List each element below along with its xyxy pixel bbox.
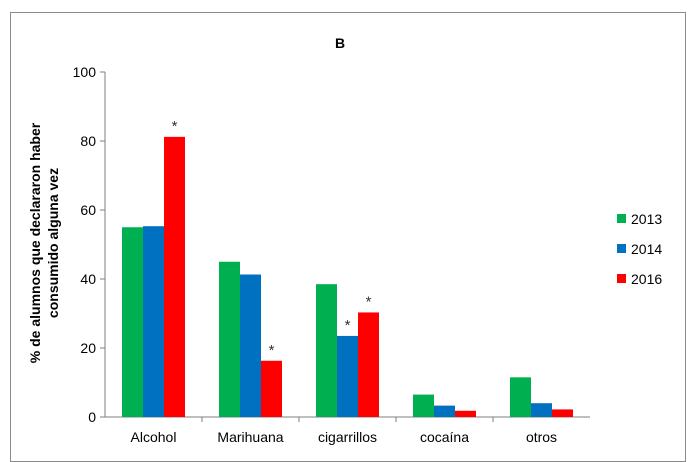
y-tick-label: 80	[80, 133, 96, 149]
axes: 0 20 40 60 80 100	[73, 64, 590, 425]
y-tick-label: 40	[80, 271, 96, 287]
bar-2016-2	[358, 312, 379, 417]
bar-2016-3	[455, 410, 476, 417]
bar-2014-3	[434, 405, 455, 417]
significance-marker: *	[366, 293, 372, 310]
y-tick-label: 0	[88, 409, 96, 425]
y-axis-label-line-1: % de alumnos que declararon haber	[27, 122, 43, 363]
bars: * Alcohol * Marihuana * * cigarrillos cocaína ot…	[122, 118, 573, 445]
y-tick-label: 100	[73, 64, 97, 80]
x-category-label: cocaína	[420, 429, 469, 445]
significance-marker: *	[269, 342, 275, 359]
legend-swatch-2016	[617, 274, 626, 283]
x-category-label: otros	[526, 429, 557, 445]
bar-chart: B % de alumnos que declararon haber cons…	[27, 35, 662, 445]
significance-marker: *	[172, 118, 178, 135]
bar-2013-2	[316, 284, 337, 417]
bar-2014-2	[337, 335, 358, 417]
bar-2016-0	[164, 136, 185, 418]
bar-2014-4	[531, 403, 552, 417]
legend-label-2014: 2014	[631, 241, 662, 257]
bar-2013-4	[510, 377, 531, 417]
bar-2016-1	[261, 360, 282, 417]
bar-2013-1	[219, 261, 240, 417]
legend-label-2013: 2013	[631, 211, 662, 227]
x-category-label: Alcohol	[131, 429, 177, 445]
bar-2016-4	[552, 409, 573, 417]
bar-2014-0	[143, 226, 164, 417]
legend-swatch-2013	[617, 214, 626, 223]
x-category-label: cigarrillos	[318, 429, 377, 445]
y-axis-label-line-2: consumido alguna vez	[45, 168, 61, 318]
legend: 2013 2014 2016	[617, 211, 662, 287]
y-tick-label: 60	[80, 202, 96, 218]
bar-2013-0	[122, 227, 143, 417]
legend-label-2016: 2016	[631, 271, 662, 287]
y-tick-label: 20	[80, 340, 96, 356]
bar-2013-3	[413, 394, 434, 417]
significance-marker: *	[345, 317, 351, 334]
legend-swatch-2014	[617, 244, 626, 253]
bar-2014-1	[240, 274, 261, 417]
chart-title: B	[335, 35, 345, 51]
x-category-label: Marihuana	[217, 429, 283, 445]
